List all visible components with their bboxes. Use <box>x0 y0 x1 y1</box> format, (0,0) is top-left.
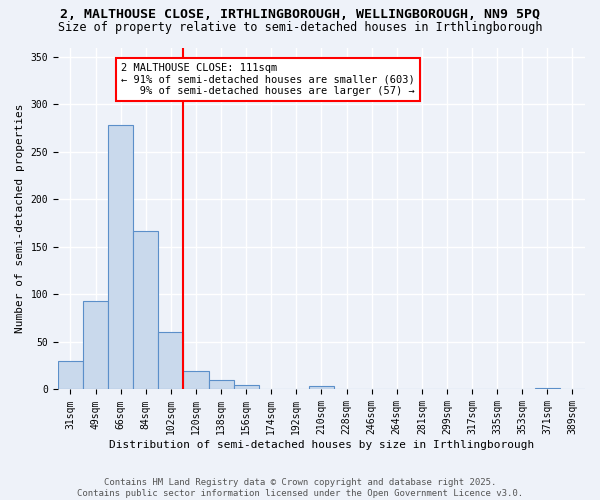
Bar <box>158 332 184 390</box>
Y-axis label: Number of semi-detached properties: Number of semi-detached properties <box>15 104 25 333</box>
Bar <box>58 361 83 390</box>
Bar <box>108 126 133 390</box>
X-axis label: Distribution of semi-detached houses by size in Irthlingborough: Distribution of semi-detached houses by … <box>109 440 534 450</box>
Text: 2, MALTHOUSE CLOSE, IRTHLINGBOROUGH, WELLINGBOROUGH, NN9 5PQ: 2, MALTHOUSE CLOSE, IRTHLINGBOROUGH, WEL… <box>60 8 540 20</box>
Bar <box>133 231 158 390</box>
Text: Size of property relative to semi-detached houses in Irthlingborough: Size of property relative to semi-detach… <box>58 21 542 34</box>
Text: 2 MALTHOUSE CLOSE: 111sqm
← 91% of semi-detached houses are smaller (603)
   9% : 2 MALTHOUSE CLOSE: 111sqm ← 91% of semi-… <box>121 63 415 96</box>
Text: Contains HM Land Registry data © Crown copyright and database right 2025.
Contai: Contains HM Land Registry data © Crown c… <box>77 478 523 498</box>
Bar <box>233 384 259 390</box>
Bar <box>209 380 233 390</box>
Bar <box>309 386 334 390</box>
Bar <box>184 372 209 390</box>
Bar <box>535 388 560 390</box>
Bar <box>83 301 108 390</box>
